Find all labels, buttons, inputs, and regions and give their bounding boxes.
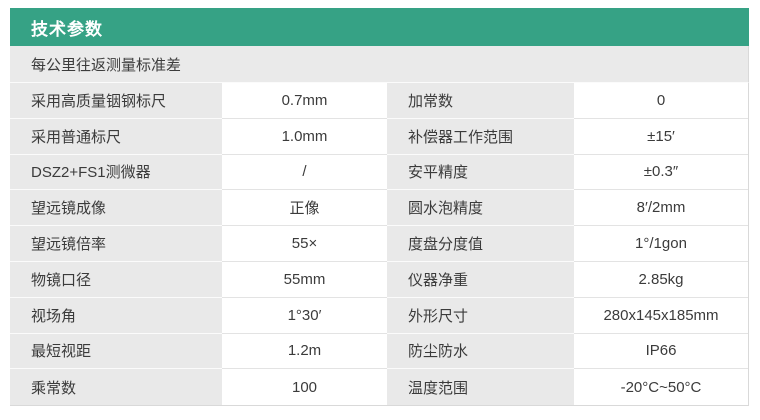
table-row: 望远镜成像 正像 圆水泡精度 8′/2mm: [10, 190, 748, 227]
table-row: 最短视距 1.2m 防尘防水 IP66: [10, 333, 748, 370]
spec-label: 圆水泡精度: [387, 190, 574, 227]
spec-value: 8′/2mm: [574, 190, 748, 227]
table-row: 采用普通标尺 1.0mm 补偿器工作范围 ±15′: [10, 118, 748, 155]
spec-value: IP66: [574, 333, 748, 370]
section-header: 技术参数: [10, 8, 749, 46]
spec-value: 280x145x185mm: [574, 297, 748, 334]
spec-value: 1.2m: [222, 333, 387, 370]
spec-value: /: [222, 154, 387, 191]
table-row: 物镜口径 55mm 仪器净重 2.85kg: [10, 261, 748, 298]
spec-label: 最短视距: [10, 333, 222, 370]
spec-label: 加常数: [387, 83, 574, 119]
spec-value: 2.85kg: [574, 261, 748, 298]
spec-value: -20°C~50°C: [574, 369, 748, 406]
spec-value: 0.7mm: [222, 83, 387, 119]
spec-label: 采用普通标尺: [10, 118, 222, 155]
spec-label: 外形尺寸: [387, 297, 574, 334]
spec-label: 度盘分度值: [387, 226, 574, 262]
spec-value: ±0.3″: [574, 154, 748, 191]
spec-label: 采用高质量铟钢标尺: [10, 83, 222, 119]
spec-table: 采用高质量铟钢标尺 0.7mm 加常数 0 采用普通标尺 1.0mm 补偿器工作…: [10, 83, 749, 407]
table-row: DSZ2+FS1测微器 / 安平精度 ±0.3″: [10, 154, 748, 191]
spec-value: 1°30′: [222, 297, 387, 334]
spec-value: 100: [222, 369, 387, 406]
spec-label: 补偿器工作范围: [387, 118, 574, 155]
spec-label: DSZ2+FS1测微器: [10, 154, 222, 191]
spec-value: 1°/1gon: [574, 226, 748, 262]
tech-params-panel: 技术参数 每公里往返测量标准差 采用高质量铟钢标尺 0.7mm 加常数 0 采用…: [10, 8, 749, 407]
spec-label: 防尘防水: [387, 333, 574, 370]
spec-value: 55×: [222, 226, 387, 262]
spec-value: 55mm: [222, 261, 387, 298]
table-subheader: 每公里往返测量标准差: [10, 46, 749, 83]
table-row: 视场角 1°30′ 外形尺寸 280x145x185mm: [10, 297, 748, 334]
spec-value: 正像: [222, 190, 387, 227]
section-title: 技术参数: [31, 19, 103, 39]
spec-value: 0: [574, 83, 748, 119]
spec-label: 温度范围: [387, 369, 574, 406]
spec-label: 仪器净重: [387, 261, 574, 298]
table-row: 望远镜倍率 55× 度盘分度值 1°/1gon: [10, 226, 748, 262]
spec-label: 望远镜倍率: [10, 226, 222, 262]
spec-label: 望远镜成像: [10, 190, 222, 227]
table-row: 乘常数 100 温度范围 -20°C~50°C: [10, 369, 748, 406]
spec-label: 乘常数: [10, 369, 222, 406]
spec-value: 1.0mm: [222, 118, 387, 155]
spec-value: ±15′: [574, 118, 748, 155]
table-subheader-label: 每公里往返测量标准差: [31, 56, 182, 74]
table-row: 采用高质量铟钢标尺 0.7mm 加常数 0: [10, 83, 748, 119]
spec-label: 视场角: [10, 297, 222, 334]
spec-label: 安平精度: [387, 154, 574, 191]
spec-label: 物镜口径: [10, 261, 222, 298]
